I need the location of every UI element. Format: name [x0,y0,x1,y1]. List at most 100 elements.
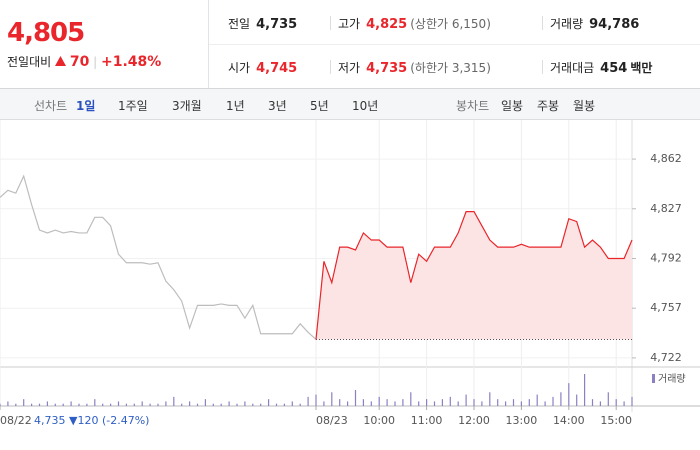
x-tick-label: 12:00 [458,414,490,427]
volume-bar [0,403,1,406]
volume-bar [441,399,443,406]
tab[interactable]: 일봉 [501,99,524,113]
volume-bar [110,403,112,406]
volume-bar [7,401,9,406]
volume-bar [157,403,159,406]
tab[interactable]: 주봉 [537,99,560,113]
tab[interactable]: 3개월 [172,99,202,113]
volume-bar [46,401,48,406]
volume-bar [426,399,428,406]
volume-bar [323,401,325,406]
volume-bar [528,399,530,406]
price-box: 4,805 전일대비 70 | +1.48% [0,0,209,88]
volume-bar [15,403,17,406]
tab[interactable]: 월봉 [573,99,596,113]
separator [330,16,331,30]
volume-bar [54,403,56,406]
x-tick-label: 08/23 [316,414,348,427]
volume-bar [307,396,309,406]
price: 4,805 [7,18,85,48]
volume-bar [331,392,333,406]
volume-bar [433,401,436,406]
x-tick-label: 14:00 [553,414,585,427]
tab[interactable]: 1일 [76,99,96,113]
volume-bar [23,399,25,406]
tab[interactable]: 3년 [268,99,287,113]
y-tick-label: 4,827 [650,202,682,215]
volume-bar [86,403,88,406]
price-line [0,174,317,340]
volume-bar [378,396,380,406]
stat-value: 4,825 [366,17,408,32]
volume-bar [489,392,491,406]
volume-bar [78,403,80,406]
tab[interactable]: 5년 [310,99,329,113]
volume-bar [38,403,41,406]
stat-note: 백만 [630,61,653,75]
volume-bar [512,399,515,406]
volume-bar [204,399,206,406]
volume-bar [370,401,372,406]
stat: 시가 4,745 [228,59,297,76]
volume-bar [102,403,104,406]
volume-bar [599,401,601,406]
separator [330,60,331,74]
x-tick-label: 10:00 [363,414,395,427]
volume-bar [196,403,199,406]
stat-value: 4,745 [256,61,298,76]
stat-label: 저가 [338,61,361,75]
y-tick-label: 4,722 [650,351,682,364]
volume-bar [165,401,167,406]
stat-label: 고가 [338,17,361,31]
volume-bar [591,399,594,406]
volume-bar [228,401,230,406]
volume-bar [283,403,285,406]
volume-bar [536,394,538,406]
stat-value: 94,786 [589,17,640,32]
volume-bar [181,403,183,406]
volume-bar [149,403,151,406]
volume-bar [189,401,191,406]
volume-bar [497,399,499,406]
volume-bar [362,399,364,406]
volume-bar [386,399,388,406]
volume-bar [568,383,570,406]
volume-bar [244,401,246,406]
volume-bar [315,394,317,406]
volume-bar [62,403,64,406]
stat-label: 거래대금 [550,61,595,75]
stat-label: 시가 [228,61,251,75]
area [316,211,632,340]
stat: 거래량 94,786 [550,15,639,32]
chart-tabs: 선차트 1일 1주일 3개월 1년 3년 5년 10년 봉차트 일봉 주봉 월봉 [0,89,700,120]
stat-value: 454 [600,61,628,76]
volume-bar [354,390,357,406]
volume-bar [133,403,135,406]
volume-bar [31,403,33,406]
volume-bar [560,392,562,406]
stat: 전일 4,735 [228,15,297,32]
change: 전일대비 70 | +1.48% [7,53,161,70]
x-tick-label: 15:00 [600,414,632,427]
volume-bar [220,403,222,406]
tab[interactable]: 1년 [226,99,245,113]
volume-bar [236,403,238,406]
x-tick-label: 08/22 [0,414,32,427]
volume-bar [631,396,633,406]
tab-group-label: 선차트 [34,99,68,113]
tab[interactable]: 10년 [352,99,379,113]
volume-bar [291,401,293,406]
volume-bar [212,403,214,406]
y-tick-label: 4,792 [650,251,682,264]
stat-note: (하한가 3,315) [410,61,491,75]
x-tick-label: 13:00 [506,414,538,427]
stat: 거래대금 454 백만 [550,59,652,76]
volume-bar [94,399,96,406]
divider: | [93,55,98,69]
volume-bar [449,396,451,406]
volume-bar [70,401,72,406]
volume-bar [465,394,467,406]
tab[interactable]: 1주일 [118,99,148,113]
volume-bar [544,401,546,406]
